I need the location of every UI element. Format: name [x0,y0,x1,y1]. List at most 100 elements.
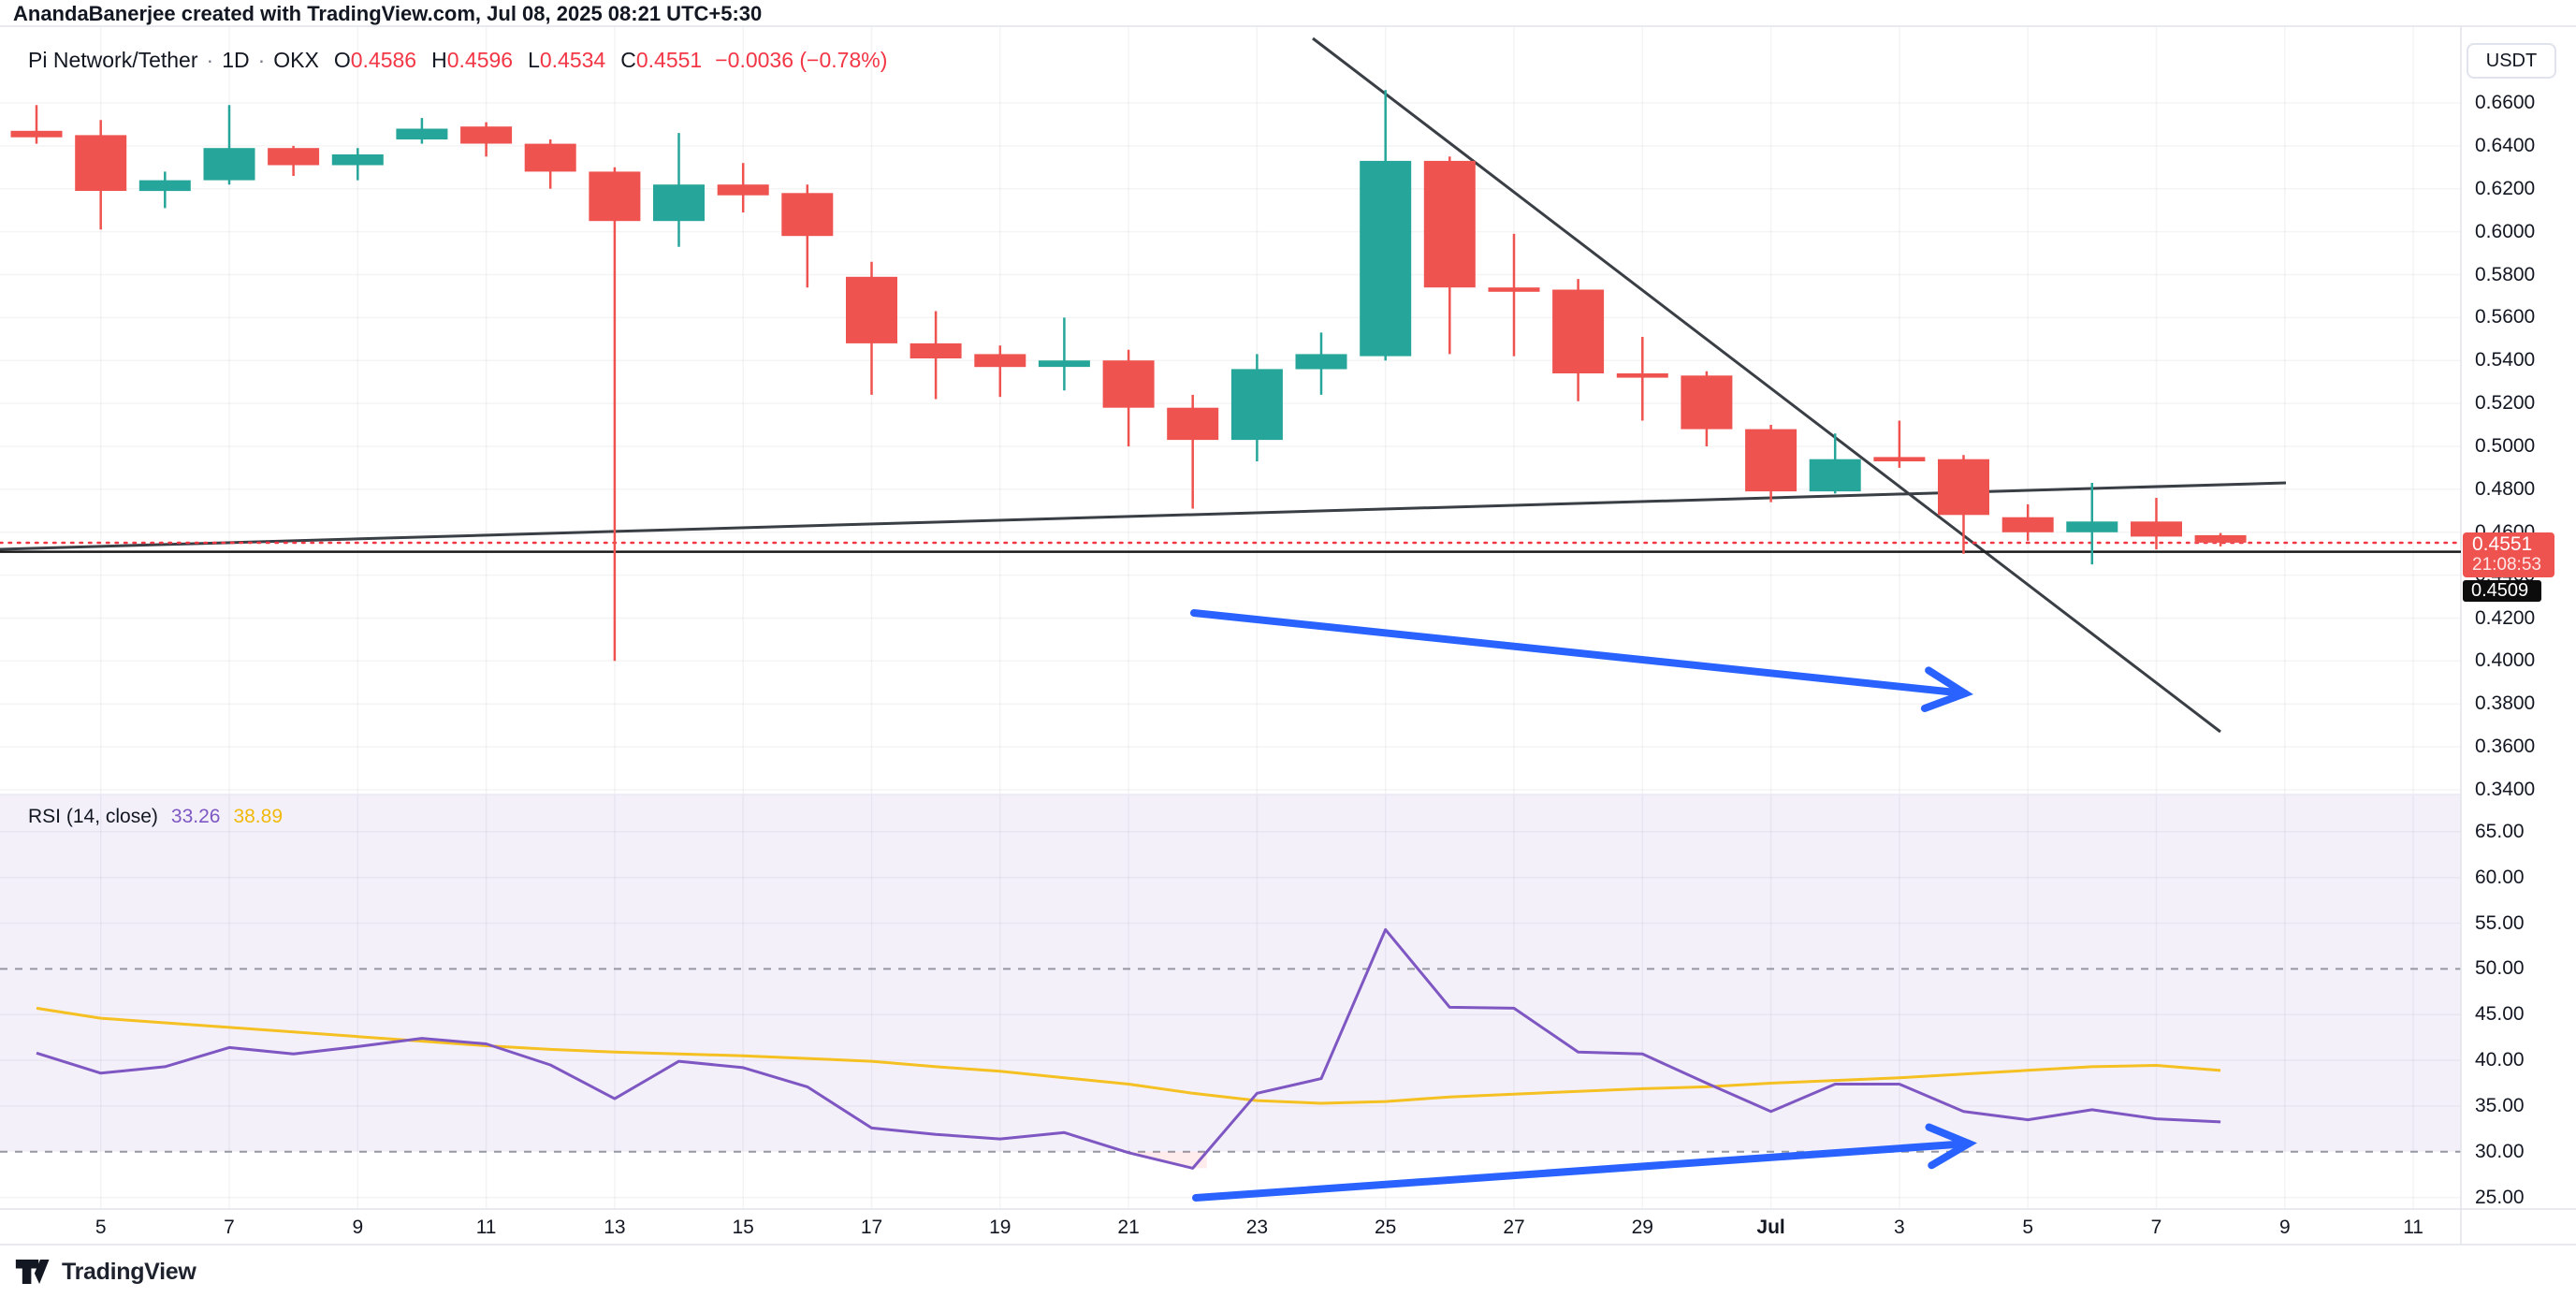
open-value: 0.4586 [350,48,417,72]
candle[interactable] [1809,433,1861,494]
time-tick-label: 9 [2278,1217,2291,1238]
candle[interactable] [1873,420,1926,468]
time-tick-label: 5 [95,1217,107,1238]
time-tick-label: 5 [2022,1217,2034,1238]
price-tick-label: 0.5400 [2475,349,2536,372]
candle[interactable] [2194,532,2247,546]
candle[interactable] [910,311,962,400]
rsi-tick-label: 45.00 [2475,1003,2525,1026]
time-tick-label: 11 [2403,1217,2423,1238]
candle[interactable] [1423,156,1476,355]
currency-unit-button[interactable]: USDT [2467,43,2556,79]
price-tick-label: 0.4200 [2475,606,2536,629]
candle[interactable] [2066,483,2118,565]
candle[interactable] [1102,349,1155,446]
price-tick-label: 0.5600 [2475,306,2536,328]
candle[interactable] [589,167,641,662]
price-tick-label: 0.6600 [2475,92,2536,113]
rsi-tick-label: 65.00 [2475,820,2525,842]
time-tick-label: 15 [732,1217,754,1238]
candle[interactable] [1167,394,1219,509]
symbol-legend[interactable]: Pi Network/Tether · 1D · OKX O 0.4586 H … [28,48,887,73]
time-tick-label: 13 [604,1217,626,1238]
descending-trendline [1312,36,2221,734]
time-tick-label: 23 [1245,1217,1269,1238]
price-tick-label: 0.3400 [2475,779,2536,800]
rsi-title: RSI (14, close) [28,806,158,827]
price-tick-label: 0.5200 [2475,392,2536,415]
price-tick-label: 0.4800 [2475,477,2536,500]
rsi-tick-label: 50.00 [2475,957,2525,980]
candle[interactable] [1552,279,1605,401]
time-tick-label: 25 [1375,1217,1397,1238]
tradingview-logo-text: TradingView [62,1258,196,1285]
rsi-line [36,927,2221,1170]
time-tick-label: 11 [475,1217,497,1238]
candle[interactable] [653,133,705,247]
candle[interactable] [1681,371,1733,446]
time-tick-label: 7 [2150,1217,2162,1238]
candle[interactable] [1038,317,1090,391]
high-letter: H [431,48,447,72]
candle[interactable] [268,145,320,176]
candle[interactable] [846,261,897,395]
rsi-ma-line [36,1006,2221,1105]
low-letter: L [528,48,540,72]
open-letter: O [333,48,351,72]
candle[interactable] [974,345,1026,398]
close-letter: C [620,48,636,72]
candle[interactable] [203,105,255,185]
candle[interactable] [331,148,384,181]
price-tick-label: 0.4000 [2475,649,2536,672]
candle[interactable] [1230,354,1283,461]
candle[interactable] [1938,455,1989,554]
ascending-trendline [0,481,2287,551]
time-tick-label: 7 [224,1217,235,1238]
candle[interactable] [1616,337,1668,421]
candle[interactable] [460,122,513,157]
candle[interactable] [396,118,448,144]
change-value: −0.0036 (−0.78%) [715,48,888,72]
rsi-tick-label: 55.00 [2475,911,2525,934]
price-downtrend-arrow[interactable] [1190,609,1973,712]
high-value: 0.4596 [446,48,514,72]
exchange-label: OKX [273,48,319,72]
rsi-value: 33.26 [170,806,221,827]
candle[interactable] [781,184,834,288]
rsi-tick-label: 35.00 [2475,1094,2525,1116]
rsi-tick-label: 60.00 [2475,866,2525,888]
rsi-tick-label: 40.00 [2475,1049,2525,1071]
candle[interactable] [717,163,769,212]
time-tick-label: 21 [1117,1217,1140,1238]
symbol-name: Pi Network/Tether [28,48,198,72]
candle[interactable] [2131,498,2182,550]
rsi-divergence-arrow[interactable] [1192,1123,1977,1202]
candle[interactable] [10,105,63,144]
bar-countdown: 21:08:53 [2472,555,2541,575]
interval-label: 1D [222,48,250,72]
rsi-indicator-legend[interactable]: RSI (14, close) 33.26 38.89 [28,806,283,828]
candle[interactable] [138,171,191,209]
time-tick-label: 9 [352,1217,364,1238]
time-tick-label: 3 [1894,1217,1905,1238]
candle[interactable] [1295,332,1347,395]
candle[interactable] [1360,90,1412,361]
rsi-band [0,794,2461,1152]
candle[interactable] [1745,425,1797,503]
low-value: 0.4534 [539,48,606,72]
time-tick-label: 19 [989,1217,1011,1238]
candle[interactable] [524,139,576,189]
candle[interactable] [2001,503,2054,541]
candle[interactable] [1488,233,1540,357]
candle[interactable] [75,120,127,230]
price-tick-label: 0.3800 [2475,692,2536,715]
price-tick-label: 0.5800 [2475,263,2536,285]
rsi-tick-label: 30.00 [2475,1140,2525,1162]
close-value: 0.4551 [635,48,703,72]
time-tick-label: 27 [1503,1217,1525,1238]
last-price-label: 0.4551 21:08:53 [2463,532,2554,577]
tradingview-logo[interactable]: TradingView [15,1258,196,1286]
rsi-ma-value: 38.89 [233,806,284,827]
